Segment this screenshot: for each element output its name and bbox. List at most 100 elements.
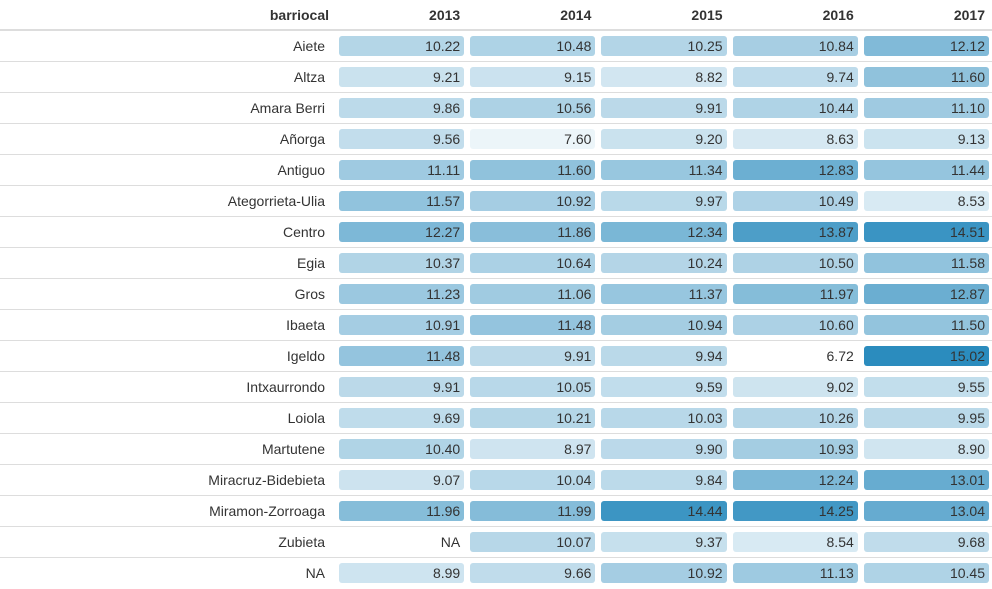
value-bar: 10.44 — [732, 97, 858, 118]
table-row: NA 8.99 9.66 10.92 11.13 10.45 — [0, 557, 992, 588]
value-cell: 9.95 — [860, 402, 992, 434]
value-bar: 9.15 — [470, 66, 596, 87]
header-row: barriocal 2013 2014 2015 2016 2017 — [0, 0, 992, 31]
value-cell: 10.94 — [598, 309, 730, 341]
value-cell: 12.34 — [598, 216, 730, 248]
value-bar: 10.92 — [601, 562, 727, 583]
value-bar: 8.63 — [732, 128, 858, 149]
value-bar: 10.04 — [470, 469, 596, 490]
value-cell: 8.82 — [598, 61, 730, 93]
value-cell: 12.83 — [729, 154, 861, 186]
value-cell: 12.27 — [336, 216, 468, 248]
value-cell: 8.90 — [860, 433, 992, 465]
value-cell: 9.86 — [336, 92, 468, 124]
value-cell: NA — [336, 526, 468, 558]
value-cell: 11.10 — [860, 92, 992, 124]
value-bar: 9.13 — [863, 128, 989, 149]
value-cell: 9.56 — [336, 123, 468, 155]
table-row: Ategorrieta-Ulia 11.57 10.92 9.97 10.49 8.53 — [0, 185, 992, 217]
value-bar: 9.59 — [601, 376, 727, 397]
value-cell: 11.58 — [860, 247, 992, 279]
table-row: Centro 12.27 11.86 12.34 13.87 14.51 — [0, 216, 992, 248]
value-bar: 10.07 — [470, 531, 596, 552]
table-row: Antiguo 11.11 11.60 11.34 12.83 11.44 — [0, 154, 992, 186]
value-cell: 9.84 — [598, 464, 730, 496]
value-cell: 9.74 — [729, 61, 861, 93]
value-bar: 8.53 — [863, 190, 989, 211]
value-bar: 12.12 — [863, 35, 989, 56]
column-header-2016[interactable]: 2016 — [729, 0, 861, 31]
value-cell: 10.45 — [861, 557, 992, 588]
value-cell: 13.01 — [860, 464, 992, 496]
value-cell: 9.07 — [336, 464, 468, 496]
value-bar: 9.91 — [339, 376, 465, 397]
value-cell: 10.48 — [467, 30, 599, 62]
value-cell: 8.97 — [467, 433, 599, 465]
value-cell: 9.94 — [598, 340, 730, 372]
value-bar: 9.84 — [601, 469, 727, 490]
row-label: Ategorrieta-Ulia — [0, 185, 337, 217]
value-bar: 10.64 — [470, 252, 596, 273]
value-cell: 11.23 — [336, 278, 468, 310]
value-bar: 13.01 — [863, 469, 989, 490]
value-bar: 10.37 — [339, 252, 465, 273]
value-bar: 9.37 — [601, 531, 727, 552]
value-bar: 11.10 — [863, 97, 989, 118]
row-label: Gros — [0, 278, 337, 310]
row-label: Añorga — [0, 123, 337, 155]
value-cell: 11.50 — [860, 309, 992, 341]
value-bar: 9.91 — [601, 97, 727, 118]
value-bar: 9.55 — [863, 376, 989, 397]
value-cell: 8.99 — [336, 557, 467, 588]
row-label: Miracruz-Bidebieta — [0, 464, 337, 496]
value-bar: 10.24 — [601, 252, 727, 273]
value-bar: 10.03 — [601, 407, 727, 428]
value-cell: 9.97 — [598, 185, 730, 217]
value-bar: 11.23 — [339, 283, 465, 304]
value-cell: 10.91 — [336, 309, 468, 341]
value-cell: 9.66 — [467, 557, 598, 588]
value-cell: 12.87 — [860, 278, 992, 310]
value-bar: 11.58 — [863, 252, 989, 273]
value-bar: 8.99 — [339, 562, 465, 583]
value-bar: 10.93 — [732, 438, 858, 459]
value-bar: 6.72 — [732, 345, 858, 366]
value-cell: 11.34 — [598, 154, 730, 186]
table-row: Igeldo 11.48 9.91 9.94 6.72 15.02 — [0, 340, 992, 372]
value-cell: 10.92 — [467, 185, 599, 217]
value-cell: 14.51 — [860, 216, 992, 248]
column-header-barriocal[interactable]: barriocal — [0, 0, 337, 31]
value-bar: 8.82 — [601, 66, 727, 87]
table-row: Egia 10.37 10.64 10.24 10.50 11.58 — [0, 247, 992, 279]
column-header-2013[interactable]: 2013 — [336, 0, 468, 31]
value-bar: 11.13 — [732, 562, 858, 583]
value-bar: 10.26 — [732, 407, 858, 428]
value-cell: 11.11 — [336, 154, 468, 186]
value-bar: 8.97 — [470, 438, 596, 459]
value-cell: 11.60 — [467, 154, 599, 186]
value-bar: 7.60 — [470, 128, 596, 149]
value-cell: 10.22 — [336, 30, 468, 62]
value-bar: 12.34 — [601, 221, 727, 242]
value-cell: 8.53 — [860, 185, 992, 217]
column-header-2014[interactable]: 2014 — [467, 0, 599, 31]
row-label: Intxaurrondo — [0, 371, 337, 403]
column-header-2015[interactable]: 2015 — [598, 0, 730, 31]
table-row: Amara Berri 9.86 10.56 9.91 10.44 11.10 — [0, 92, 992, 124]
row-label: Martutene — [0, 433, 337, 465]
value-bar: 10.05 — [470, 376, 596, 397]
value-cell: 14.44 — [598, 495, 730, 527]
value-bar: 13.04 — [863, 500, 989, 521]
value-bar: 14.44 — [601, 500, 727, 521]
value-cell: 11.48 — [467, 309, 599, 341]
value-bar: 10.21 — [470, 407, 596, 428]
value-bar: 10.94 — [601, 314, 727, 335]
column-header-2017[interactable]: 2017 — [860, 0, 992, 31]
value-bar: 9.90 — [601, 438, 727, 459]
value-cell: 11.60 — [860, 61, 992, 93]
value-cell: 6.72 — [729, 340, 861, 372]
value-bar: 8.54 — [732, 531, 858, 552]
value-cell: 10.44 — [729, 92, 861, 124]
row-label: Amara Berri — [0, 92, 337, 124]
